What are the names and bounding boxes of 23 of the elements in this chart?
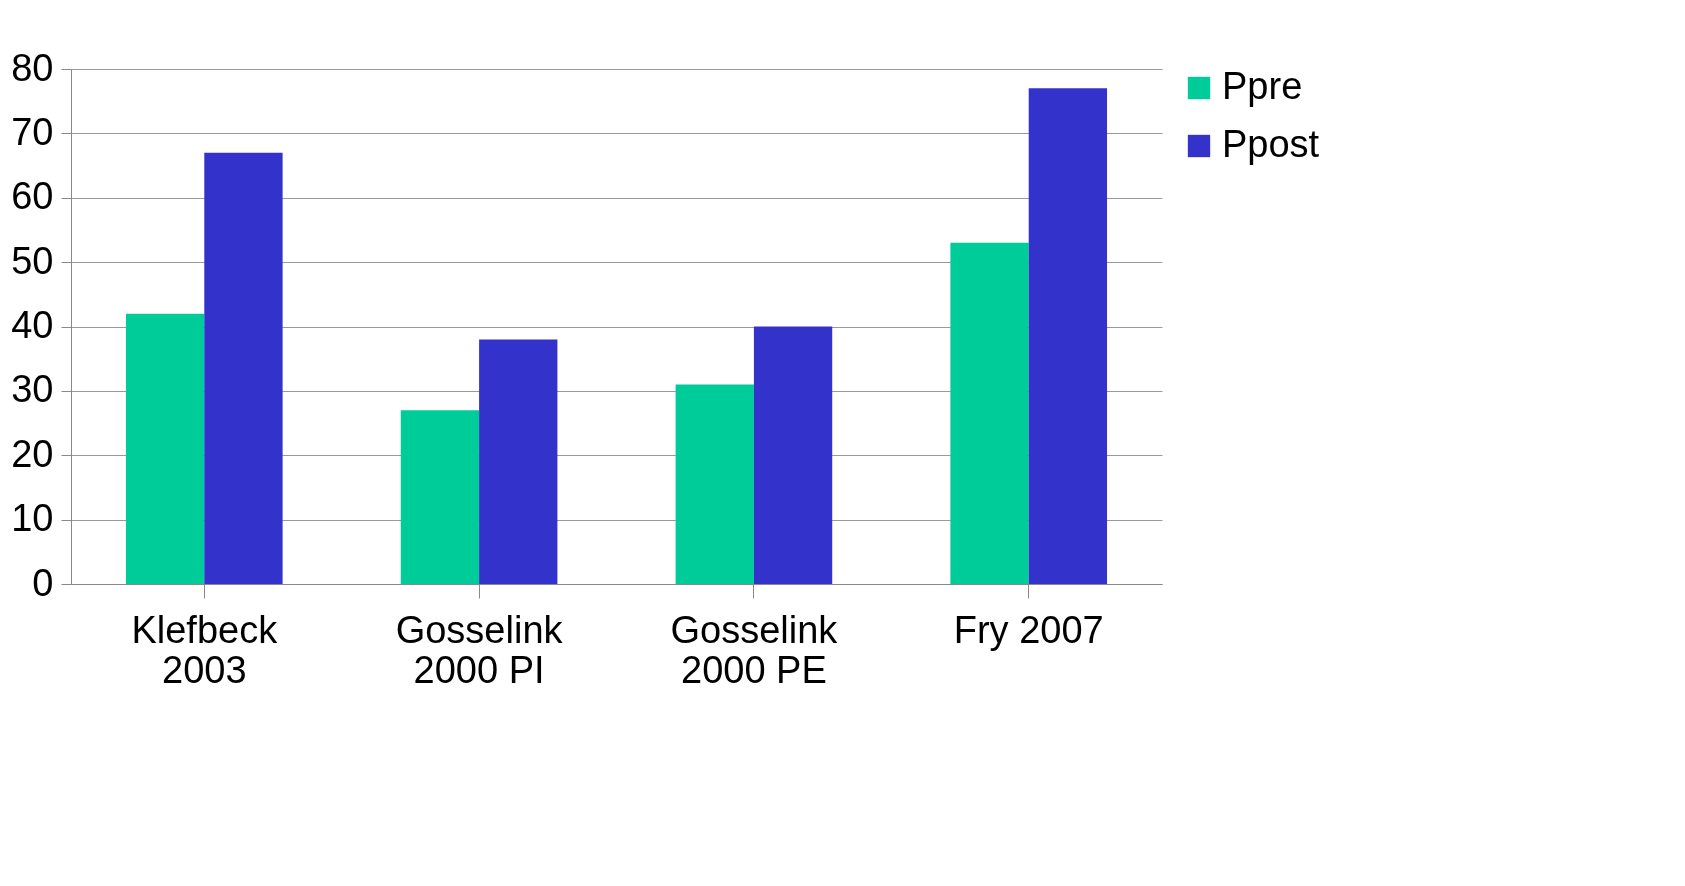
y-tick-label: 60: [11, 175, 54, 218]
bar: [400, 410, 480, 584]
y-tick-label: 70: [11, 110, 54, 153]
bar: [950, 242, 1029, 584]
y-tick-label: 80: [11, 46, 54, 89]
bar: [675, 384, 754, 584]
y-tick-label: 50: [11, 239, 54, 282]
bar: [204, 152, 283, 584]
y-tick-label: 20: [11, 432, 54, 475]
x-tick-label: Fry 2007: [953, 608, 1104, 651]
legend-label: Ppost: [1222, 123, 1320, 165]
y-tick-label: 40: [11, 304, 54, 346]
legend-label: Ppre: [1222, 65, 1303, 107]
x-tick-label: Gosselink 2000 PI: [395, 608, 564, 691]
y-tick-label: 0: [32, 561, 54, 604]
y-tick-label: 30: [11, 368, 54, 411]
bar: [753, 326, 833, 584]
x-tick-label: Gosselink 2000 PE: [670, 608, 839, 691]
bar: [125, 313, 205, 584]
x-tick-label: Klefbeck 2003: [131, 608, 279, 691]
y-tick-label: 10: [11, 497, 54, 540]
bar: [479, 339, 558, 584]
bar: [1028, 88, 1108, 584]
